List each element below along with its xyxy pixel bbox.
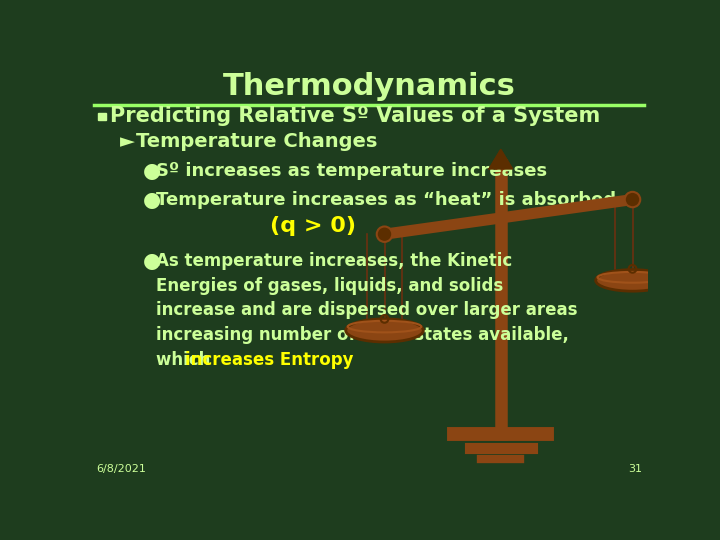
Text: 6/8/2021: 6/8/2021	[96, 464, 146, 475]
Text: ●: ●	[143, 251, 161, 271]
Text: ●: ●	[143, 190, 161, 210]
Text: Energies of gases, liquids, and solids: Energies of gases, liquids, and solids	[156, 277, 503, 295]
Text: (q > 0): (q > 0)	[270, 217, 356, 237]
FancyBboxPatch shape	[98, 112, 106, 120]
Text: Temperature Changes: Temperature Changes	[137, 132, 378, 151]
Text: Thermodynamics: Thermodynamics	[222, 72, 516, 101]
Text: 31: 31	[628, 464, 642, 475]
Text: ●: ●	[143, 161, 161, 181]
Text: increasing number of microstates available,: increasing number of microstates availab…	[156, 326, 569, 344]
Text: increases Entropy: increases Entropy	[185, 350, 354, 369]
Text: Temperature increases as “heat” is absorbed: Temperature increases as “heat” is absor…	[156, 191, 616, 208]
Text: Predicting Relative Sº Values of a System: Predicting Relative Sº Values of a Syste…	[110, 106, 600, 126]
Ellipse shape	[595, 269, 670, 291]
Circle shape	[377, 226, 392, 242]
Text: Sº increases as temperature increases: Sº increases as temperature increases	[156, 162, 547, 180]
Text: As temperature increases, the Kinetic: As temperature increases, the Kinetic	[156, 252, 512, 270]
Circle shape	[625, 192, 640, 207]
Text: which: which	[156, 350, 216, 369]
Polygon shape	[489, 150, 513, 168]
Ellipse shape	[346, 319, 423, 342]
Text: ►: ►	[120, 132, 135, 151]
Text: increase and are dispersed over larger areas: increase and are dispersed over larger a…	[156, 301, 577, 320]
